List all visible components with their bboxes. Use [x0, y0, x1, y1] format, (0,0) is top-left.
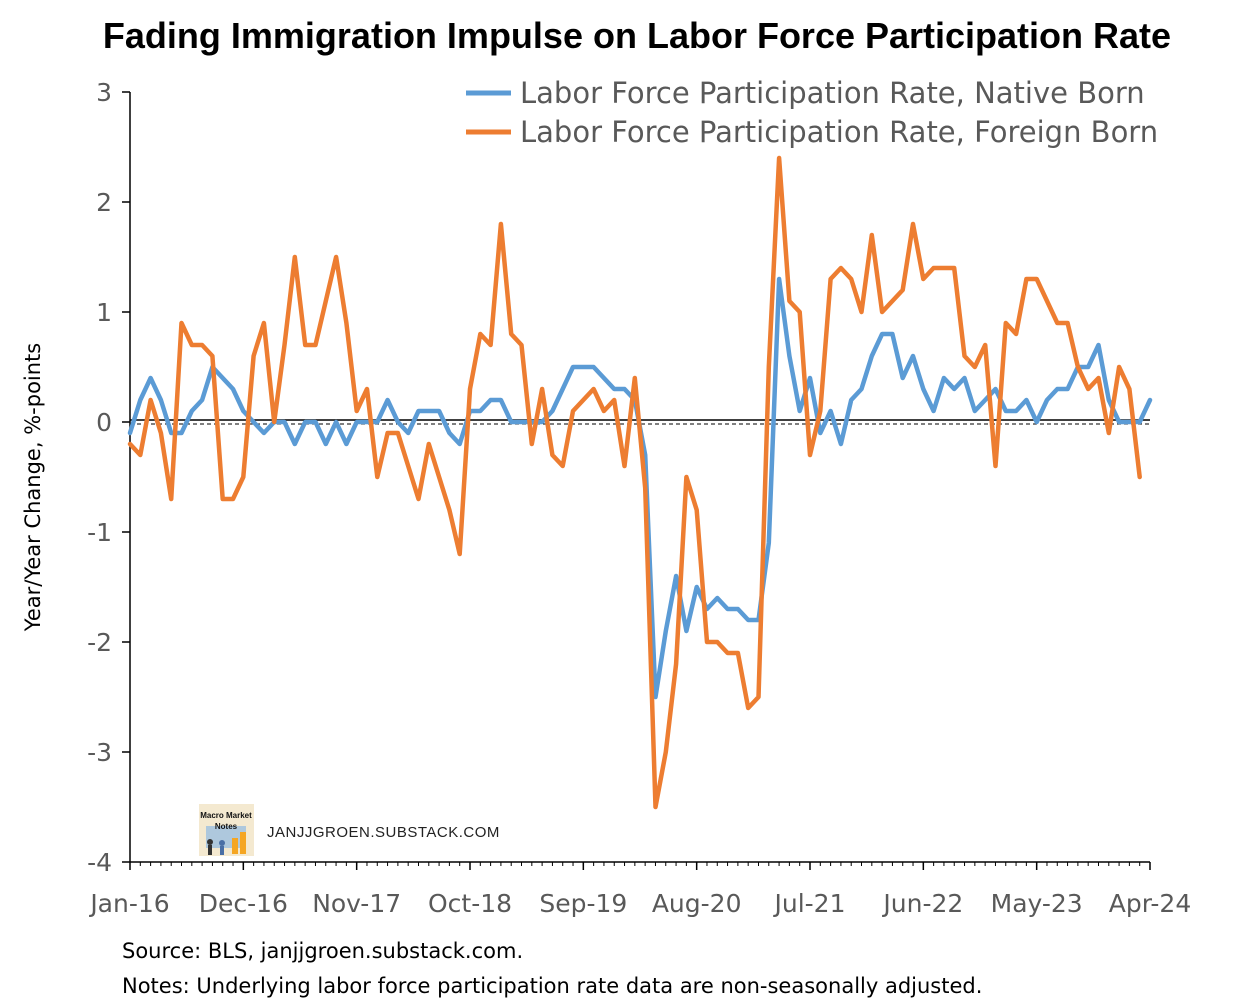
- logo-text-2: Notes: [215, 822, 238, 831]
- y-tick-label: -4: [87, 848, 112, 877]
- watermark-text: JANJJGROEN.SUBSTACK.COM: [267, 824, 500, 841]
- y-tick-label: 3: [96, 78, 112, 107]
- y-tick-label: 2: [96, 188, 112, 217]
- chart-title: Fading Immigration Impulse on Labor Forc…: [103, 15, 1171, 56]
- y-tick-label: 0: [96, 408, 112, 437]
- y-tick-label: 1: [96, 298, 112, 327]
- source-note: Source: BLS, janjjgroen.substack.com.: [122, 939, 523, 963]
- watermark: Macro Market Notes JANJJGROEN.SUBSTACK.C…: [199, 804, 500, 856]
- x-tick-label: May-23: [991, 889, 1083, 918]
- y-tick-label: -2: [87, 628, 112, 657]
- legend: Labor Force Participation Rate, Native B…: [466, 76, 1158, 149]
- series-line-foreign-born: [127, 155, 1142, 810]
- x-tick-label: Apr-24: [1109, 889, 1191, 918]
- logo-image: Macro Market Notes: [199, 804, 254, 856]
- x-tick-label: Jan-16: [88, 889, 169, 918]
- x-tick-label: Aug-20: [652, 889, 742, 918]
- y-tick-label: -3: [87, 738, 112, 767]
- x-tick-label: Nov-17: [312, 889, 401, 918]
- x-tick-label: Dec-16: [199, 889, 288, 918]
- axes: 3 2 1 0 -1 -2 -3 -4 Jan-16 Dec-16 Nov-17 Oct-18 Sep-…: [87, 78, 1191, 918]
- y-tick-label: -1: [87, 518, 112, 547]
- x-tick-label: Jun-22: [881, 889, 963, 918]
- x-tick-label: Sep-19: [539, 889, 627, 918]
- x-tick-label: Oct-18: [428, 889, 512, 918]
- series-group: [127, 155, 1153, 810]
- x-tick-label: Jul-21: [773, 889, 846, 918]
- legend-label-native: Labor Force Participation Rate, Native B…: [520, 76, 1145, 110]
- legend-label-foreign: Labor Force Participation Rate, Foreign …: [520, 115, 1158, 149]
- logo-text-1: Macro Market: [200, 811, 252, 820]
- notes-text: Notes: Underlying labor force participat…: [122, 974, 982, 998]
- y-axis-label: Year/Year Change, %-points: [21, 343, 45, 632]
